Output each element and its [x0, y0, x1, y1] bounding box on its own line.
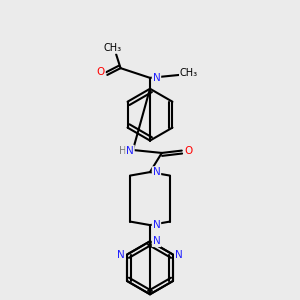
- Text: N: N: [117, 250, 124, 260]
- Text: N: N: [117, 250, 125, 260]
- Text: O: O: [97, 67, 105, 77]
- Text: N: N: [153, 220, 160, 230]
- Text: N: N: [153, 236, 160, 246]
- Text: O: O: [184, 146, 192, 156]
- Text: CH₃: CH₃: [103, 43, 122, 53]
- Text: N: N: [126, 146, 134, 156]
- Text: CH₃: CH₃: [180, 68, 198, 78]
- Text: N: N: [153, 73, 160, 83]
- Text: N: N: [153, 167, 160, 177]
- Text: H: H: [119, 146, 126, 156]
- Text: N: N: [175, 250, 183, 260]
